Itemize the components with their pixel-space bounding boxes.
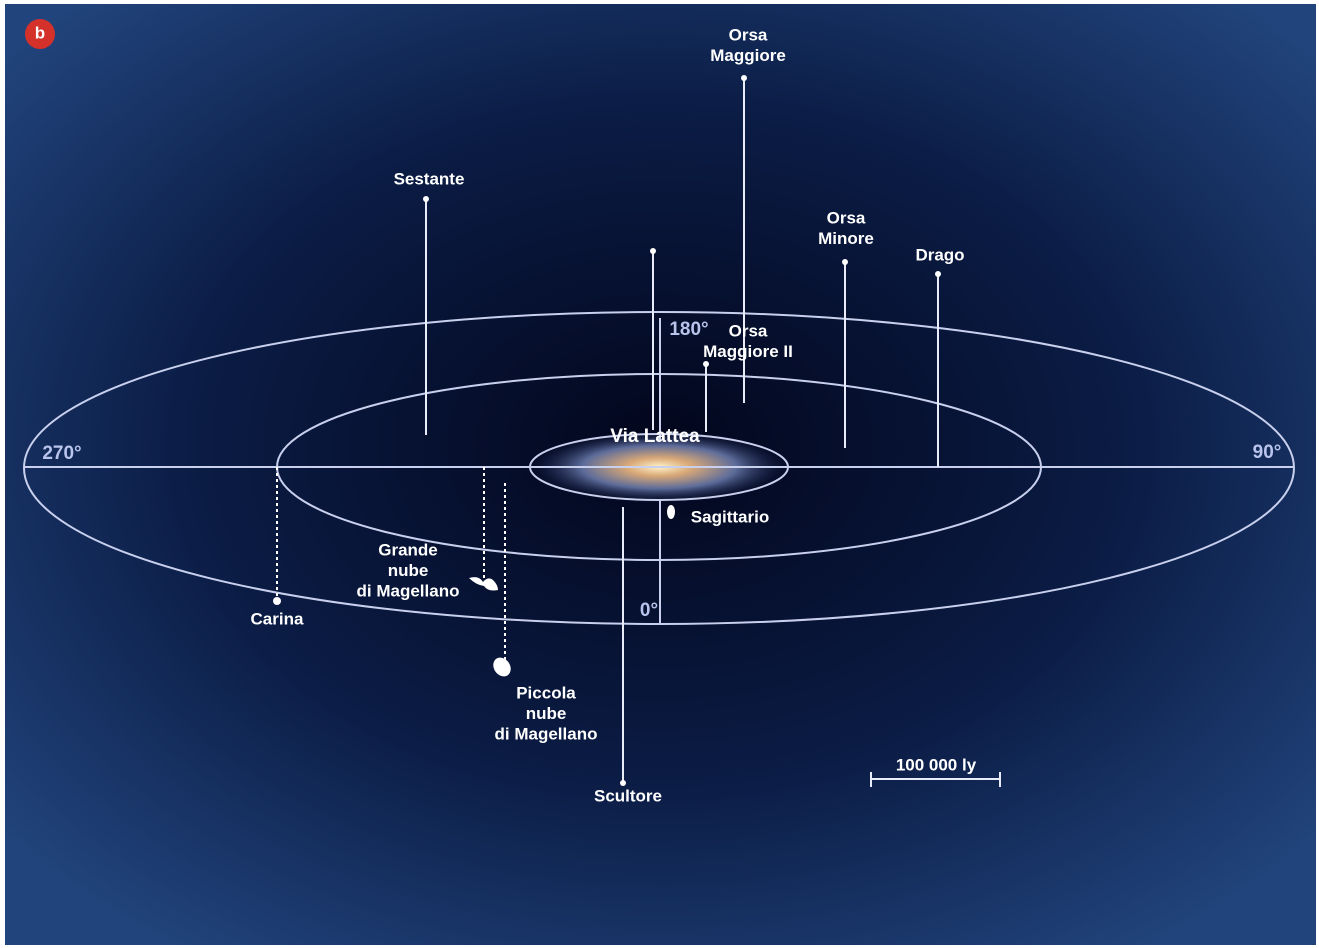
object-label: Piccola <box>516 683 576 702</box>
badge-label: b <box>35 23 45 42</box>
object-label: Grande <box>378 540 438 559</box>
connectors <box>273 75 1001 787</box>
object-label: Carina <box>251 609 304 628</box>
object-label: di Magellano <box>495 724 598 743</box>
object-label: nube <box>526 704 567 723</box>
object-label: Scultore <box>594 786 662 805</box>
center-label: Via Lattea <box>610 426 700 447</box>
object-label: Sestante <box>394 169 465 188</box>
object-label: Sagittario <box>691 507 769 526</box>
object-label: Orsa <box>729 321 768 340</box>
object-label: Orsa <box>729 25 768 44</box>
scale-label: 100 000 ly <box>896 755 977 774</box>
object-label: Minore <box>818 229 874 248</box>
object-label: di Magellano <box>357 581 460 600</box>
angle-label: 270° <box>42 443 81 464</box>
badge <box>25 19 55 49</box>
angle-label: 0° <box>640 600 658 621</box>
object-label: Maggiore <box>710 46 786 65</box>
angle-label: 90° <box>1253 442 1282 463</box>
object-label: nube <box>388 561 429 580</box>
object-label: Maggiore II <box>703 342 793 361</box>
object-labels: Orsa Maggiore Sestante Orsa Minore Drago Orsa M… <box>251 25 965 805</box>
angle-label: 180° <box>669 319 708 340</box>
object-label: Drago <box>915 245 964 264</box>
object-label: Orsa <box>827 208 866 227</box>
